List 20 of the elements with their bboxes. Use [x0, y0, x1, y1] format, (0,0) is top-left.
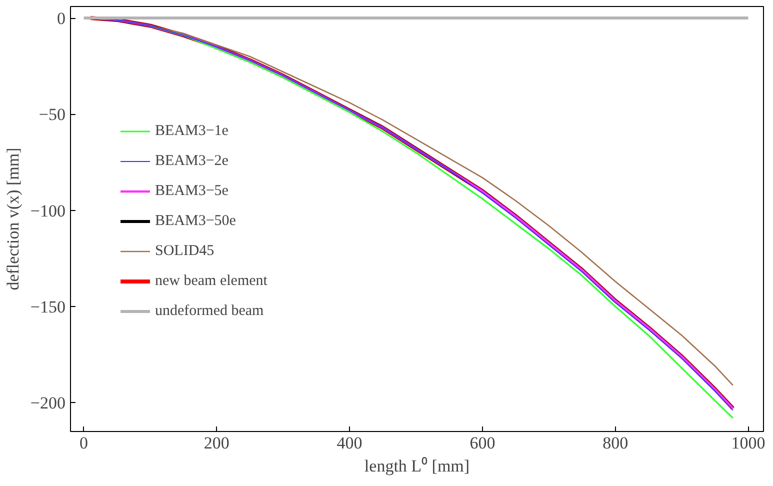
legend-label: undeformed beam [155, 302, 264, 320]
legend-label: new beam element [155, 272, 268, 290]
x-tick-label: 1000 [731, 434, 766, 452]
x-tick-label: 0 [80, 434, 88, 452]
legend-label: SOLID45 [155, 242, 214, 260]
x-axis-title: length L⁰ [mm] [364, 456, 470, 476]
legend-label: BEAM3−1e [155, 122, 228, 140]
y-tick-label: −150 [30, 298, 66, 316]
legend-label: BEAM3−5e [155, 182, 228, 200]
x-tick-label: 800 [602, 434, 628, 452]
x-tick-label: 600 [470, 434, 496, 452]
legend-label: BEAM3−2e [155, 152, 228, 170]
y-tick-label: −50 [38, 105, 66, 124]
y-axis-title: deflection v(x) [mm] [3, 148, 22, 290]
legend-label: BEAM3−50e [155, 212, 236, 230]
x-tick-label: 200 [204, 434, 230, 452]
x-tick-label: 400 [336, 434, 362, 452]
y-tick-label: −200 [30, 394, 66, 413]
y-tick-label: 0 [57, 9, 66, 28]
y-tick-label: −100 [30, 201, 66, 220]
